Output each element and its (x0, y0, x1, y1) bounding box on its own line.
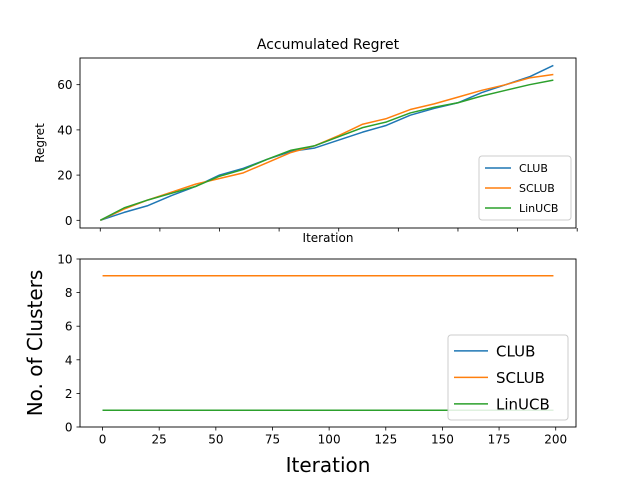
clusters-x-tick-label: 200 (544, 433, 567, 447)
regret-y-tick-label: 20 (57, 169, 72, 183)
regret-legend-label-sclub: SCLUB (519, 182, 555, 195)
clusters-y-tick-label: 0 (65, 421, 73, 435)
clusters-x-axis-label: Iteration (286, 453, 371, 477)
clusters-y-tick-label: 4 (65, 353, 73, 367)
clusters-plot-frame (79, 258, 577, 428)
clusters-x-tick-label: 50 (208, 433, 223, 447)
clusters-x-tick-label: 25 (152, 433, 167, 447)
clusters-x-tick-label: 125 (374, 433, 397, 447)
regret-chart-title: Accumulated Regret (257, 37, 400, 53)
regret-chart: Accumulated Regret 0 20 40 60 Regret Iterat… (33, 37, 578, 245)
clusters-x-tick-label: 100 (318, 433, 341, 447)
regret-legend-box (478, 155, 572, 221)
regret-legend-label-club: CLUB (519, 162, 548, 175)
clusters-legend-label-club: CLUB (496, 342, 535, 360)
clusters-y-tick-label: 10 (57, 253, 72, 267)
regret-y-tick-label: 60 (57, 78, 72, 92)
clusters-y-tick-label: 8 (65, 286, 73, 300)
clusters-x-tick-label: 175 (488, 433, 511, 447)
regret-series-club (100, 64, 554, 222)
regret-x-axis-label: Iteration (303, 231, 354, 245)
regret-y-tick-label: 40 (57, 123, 72, 137)
regret-plot-frame (79, 57, 577, 229)
clusters-y-tick-label: 6 (65, 320, 73, 334)
regret-y-tick-label: 0 (65, 214, 73, 228)
regret-series-linucb (99, 79, 554, 221)
clusters-y-axis-label: No. of Clusters (23, 270, 47, 417)
clusters-y-tick-label: 2 (65, 387, 73, 401)
regret-legend-label-linucb: LinUCB (519, 202, 558, 215)
regret-legend: CLUB SCLUB LinUCB (478, 155, 572, 221)
clusters-legend: CLUB SCLUB LinUCB (447, 334, 569, 421)
clusters-chart: 0 25 50 75 100 125 150 175 200 0 2 4 6 8 10 No. of Clu… (23, 253, 577, 477)
clusters-x-tick-label: 75 (265, 433, 280, 447)
clusters-legend-label-sclub: SCLUB (496, 369, 545, 387)
clusters-x-tick-label: 0 (99, 433, 107, 447)
regret-y-axis-label: Regret (33, 123, 47, 163)
clusters-legend-label-linucb: LinUCB (496, 395, 550, 413)
clusters-x-tick-label: 150 (431, 433, 454, 447)
clusters-legend-box (447, 334, 569, 421)
